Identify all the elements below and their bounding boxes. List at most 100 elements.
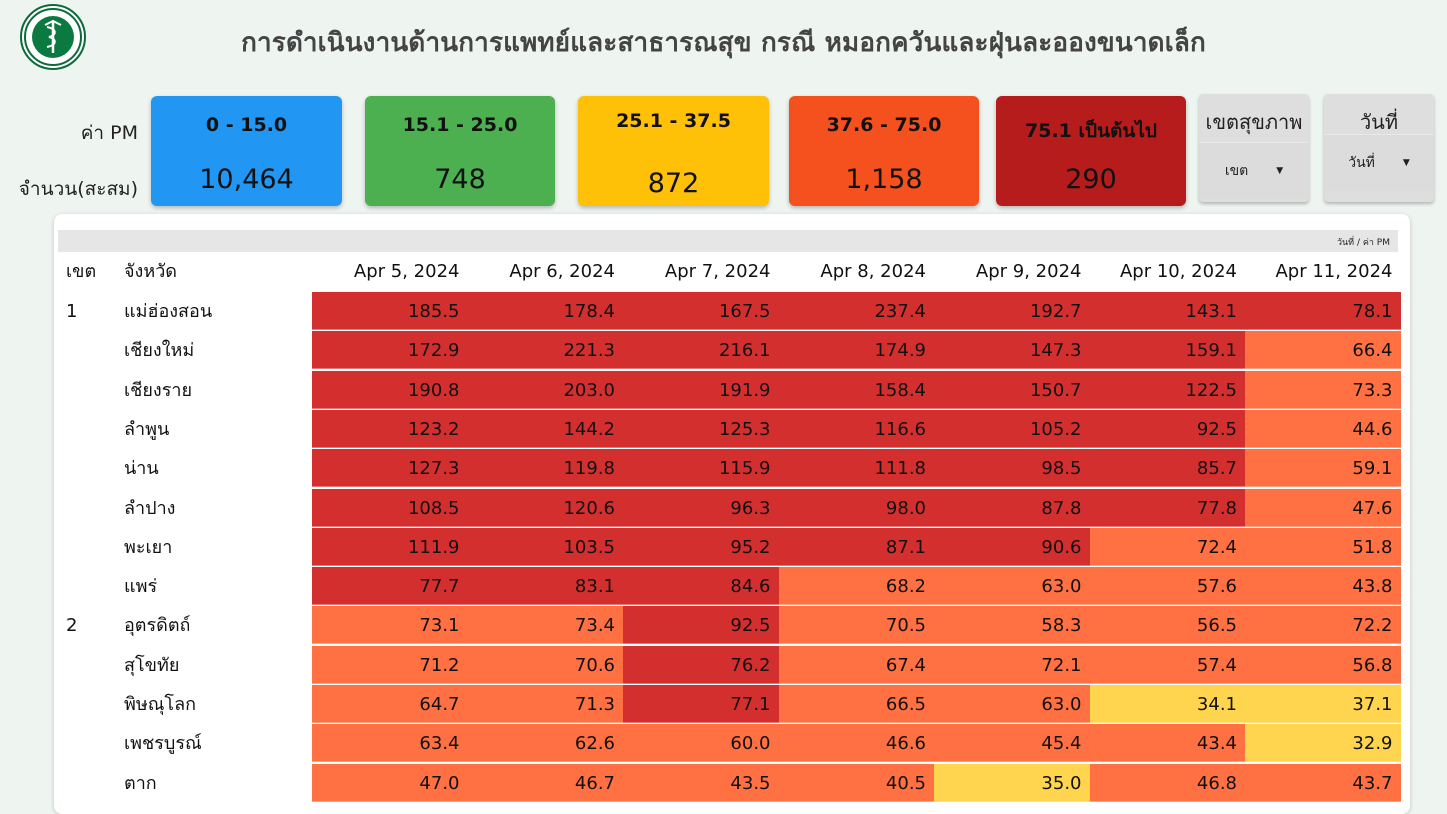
date-filter[interactable]: วันที่ วันที่ ▼ xyxy=(1324,94,1434,202)
pm-value-cell: 56.8 xyxy=(1245,645,1401,684)
pm-value-cell: 43.7 xyxy=(1245,763,1401,802)
pm-value-cell: 73.3 xyxy=(1245,370,1401,409)
pm-value-cell: 34.1 xyxy=(1089,685,1245,723)
pm-value-cell: 120.6 xyxy=(467,488,623,527)
pm-value-cell: 203.0 xyxy=(467,370,623,409)
province-cell: แพร่ xyxy=(124,576,158,598)
region-filter-label: เขตสุขภาพ xyxy=(1205,110,1303,134)
province-cell: สุโขทัย xyxy=(124,654,180,676)
pm-card-37-75[interactable]: 37.6 - 75.0 1,158 xyxy=(789,96,979,206)
pm-value-cell: 216.1 xyxy=(623,331,779,370)
pm-value-cell: 78.1 xyxy=(1245,292,1401,330)
pm-value-cell: 119.8 xyxy=(467,449,623,488)
pm-value-cell: 60.0 xyxy=(623,724,779,763)
pm-value-cell: 32.9 xyxy=(1245,724,1401,763)
pm-value-cell: 143.1 xyxy=(1089,292,1245,330)
pm-value-cell: 46.7 xyxy=(467,763,623,802)
pm-value-cell: 221.3 xyxy=(467,331,623,370)
pm-value-cell: 46.6 xyxy=(778,724,934,763)
province-cell: แม่ฮ่องสอน xyxy=(124,301,213,322)
pm-value-cell: 66.4 xyxy=(1245,331,1401,370)
header-date[interactable]: Apr 10, 2024 xyxy=(1119,261,1237,282)
pm-card-0-15[interactable]: 0 - 15.0 10,464 xyxy=(151,96,342,206)
province-cell: พิษณุโลก xyxy=(124,694,197,715)
pm-value-cell: 37.1 xyxy=(1245,685,1401,723)
pm-value-cell: 87.1 xyxy=(778,527,934,566)
pm-count-value: 748 xyxy=(434,164,486,195)
header-province[interactable]: จังหวัด xyxy=(124,261,177,282)
pm-value-cell: 185.5 xyxy=(312,292,468,330)
pm-value-cell: 159.1 xyxy=(1089,331,1245,370)
region-dropdown[interactable]: เขต ▼ xyxy=(1199,142,1309,199)
pm-range-label: 0 - 15.0 xyxy=(205,114,288,136)
pm-value-cell: 108.5 xyxy=(312,488,468,527)
zone-cell: 1 xyxy=(66,301,78,322)
pm-value-cell: 51.8 xyxy=(1245,527,1401,566)
pm-value-cell: 71.3 xyxy=(467,685,623,723)
page-title: การดำเนินงานด้านการแพทย์และสาธารณสุข กรณ… xyxy=(241,28,1206,58)
table-row: ลำปาง 108.5 120.6 96.3 98.0 87.8 77.8 47.6 xyxy=(54,488,1410,528)
pm-value-cell: 147.3 xyxy=(934,331,1090,370)
table-header-row: เขต จังหวัด Apr 5, 2024 Apr 6, 2024 Apr 7,… xyxy=(54,252,1410,292)
pm-value-cell: 84.6 xyxy=(623,567,779,606)
seal-icon xyxy=(24,8,82,66)
pm-value-cell: 192.7 xyxy=(934,292,1090,330)
pm-value-cell: 35.0 xyxy=(934,763,1090,802)
date-filter-label: วันที่ xyxy=(1359,110,1399,134)
pm-range-label: 25.1 - 37.5 xyxy=(616,110,731,132)
pm-value-cell: 47.6 xyxy=(1245,488,1401,527)
table-row: แพร่ 77.7 83.1 84.6 68.2 63.0 57.6 43.8 xyxy=(54,567,1410,606)
header-date[interactable]: Apr 5, 2024 xyxy=(353,261,460,282)
pm-value-cell: 123.2 xyxy=(312,409,468,448)
ministry-logo-icon xyxy=(20,4,86,70)
pm-value-cell: 43.8 xyxy=(1245,567,1401,606)
pm-card-25-37[interactable]: 25.1 - 37.5 872 xyxy=(578,96,769,206)
pm-value-cell: 92.5 xyxy=(623,606,779,645)
pm-range-label: 37.6 - 75.0 xyxy=(826,114,942,136)
pm-value-cell: 68.2 xyxy=(778,567,934,606)
count-cumulative-label: จำนวน(สะสม) xyxy=(18,178,138,200)
pm-value-cell: 111.8 xyxy=(778,449,934,488)
pm-value-cell: 237.4 xyxy=(778,292,934,330)
header-date[interactable]: Apr 8, 2024 xyxy=(820,261,926,282)
header-date[interactable]: Apr 7, 2024 xyxy=(664,261,771,282)
header-zone[interactable]: เขต xyxy=(66,261,97,282)
header-date[interactable]: Apr 9, 2024 xyxy=(975,261,1082,282)
pm-value-cell: 122.5 xyxy=(1089,370,1245,409)
pm-value-cell: 144.2 xyxy=(467,409,623,448)
pm-value-cell: 92.5 xyxy=(1089,409,1245,448)
pm-card-75-plus[interactable]: 75.1 เป็นต้นไป 290 xyxy=(996,96,1186,206)
caret-down-icon: ▼ xyxy=(1276,166,1284,176)
pm-card-15-25[interactable]: 15.1 - 25.0 748 xyxy=(365,96,555,206)
pm-count-value: 872 xyxy=(647,168,700,199)
axis-note: วันที่ / ค่า PM xyxy=(1336,238,1390,248)
pm-value-cell: 111.9 xyxy=(312,527,468,566)
pm-value-cell: 190.8 xyxy=(312,370,468,409)
pm-value-cell: 63.0 xyxy=(934,567,1090,606)
pm-value-cell: 98.0 xyxy=(778,488,934,527)
pm-value-cell: 127.3 xyxy=(312,449,468,488)
pm-value-cell: 83.1 xyxy=(467,567,623,606)
pm-count-value: 1,158 xyxy=(845,164,923,195)
pm-value-cell: 72.4 xyxy=(1089,527,1245,566)
pm-value-cell: 73.1 xyxy=(312,606,468,645)
pm-value-cell: 105.2 xyxy=(934,409,1090,448)
pm-value-cell: 116.6 xyxy=(778,409,934,448)
table-row: เชียงใหม่ 172.9 221.3 216.1 174.9 147.3 159.1 6… xyxy=(54,331,1410,370)
header-date[interactable]: Apr 6, 2024 xyxy=(509,261,615,282)
date-dropdown[interactable]: วันที่ ▼ xyxy=(1324,134,1434,191)
region-filter[interactable]: เขตสุขภาพ เขต ▼ xyxy=(1199,94,1309,202)
pm-value-cell: 43.5 xyxy=(623,763,779,802)
province-cell: น่าน xyxy=(124,458,159,480)
region-selected-value: เขต xyxy=(1224,163,1249,179)
pm-value-cell: 103.5 xyxy=(467,527,623,566)
pm-value-cell: 57.4 xyxy=(1089,645,1245,684)
pm-value-cell: 96.3 xyxy=(623,488,779,527)
pm-value-cell: 167.5 xyxy=(623,292,779,330)
province-cell: ตาก xyxy=(124,772,157,794)
header-date[interactable]: Apr 11, 2024 xyxy=(1275,261,1393,282)
pm-value-cell: 62.6 xyxy=(467,724,623,763)
caret-down-icon: ▼ xyxy=(1402,158,1410,168)
table-row: 1 แม่ฮ่องสอน 185.5 178.4 167.5 237.4 192.7 143.… xyxy=(54,292,1410,331)
pm-value-cell: 77.7 xyxy=(312,567,468,606)
